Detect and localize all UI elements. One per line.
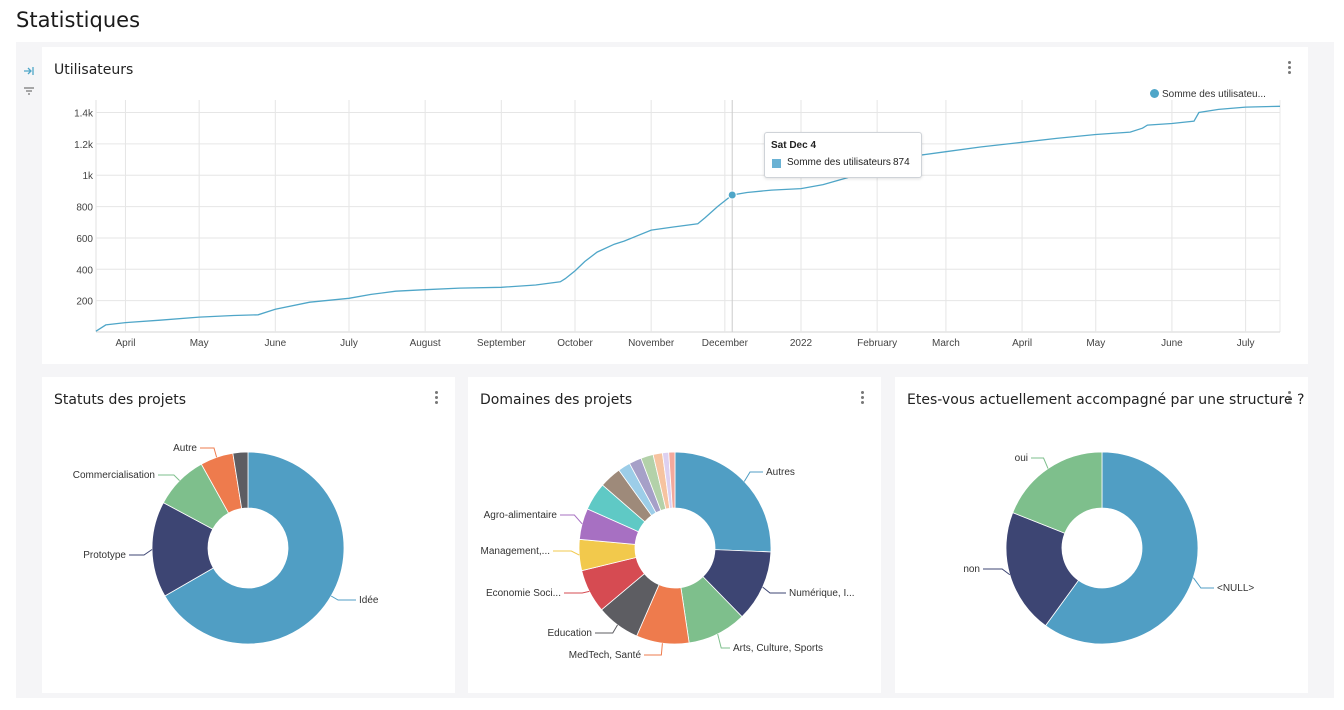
donut-slice-label: Numérique, I... <box>789 588 855 599</box>
project-domains-donut: Autres Numérique, I... Arts, Culture, Spor… <box>481 451 855 661</box>
users-card-title: Utilisateurs <box>54 62 134 78</box>
donut-slice-label: oui <box>1015 453 1028 464</box>
donut-leader-line <box>717 633 730 649</box>
tooltip-value: 874 <box>893 157 910 168</box>
donut-slice-label: Arts, Culture, Sports <box>733 643 823 654</box>
donut-slice-label: Autres <box>766 467 795 478</box>
donut-leader-line <box>762 586 786 594</box>
collapse-arrow-icon[interactable] <box>22 64 36 78</box>
donut-slice-label: Commercialisation <box>73 470 155 481</box>
donut-leader-line <box>330 595 356 601</box>
donut-slice[interactable] <box>1012 451 1103 534</box>
donut-slice-label: Economie Soci... <box>486 588 561 599</box>
donut-slice-label: <NULL> <box>1217 583 1254 594</box>
donut-slice[interactable] <box>668 451 676 509</box>
donut-slice[interactable] <box>674 451 772 553</box>
project-status-donut: Idée Prototype Commercialisation Autre <box>73 443 379 645</box>
donut-slice[interactable] <box>164 451 345 645</box>
tooltip-series-label: Somme des utilisateurs <box>787 157 891 168</box>
support-structure-menu-icon[interactable] <box>1284 391 1294 407</box>
donut-slice-label: Management,... <box>481 546 550 557</box>
donut-slice-label: Autre <box>173 443 197 454</box>
donut-leader-line <box>1031 457 1049 469</box>
donut-slice-label: non <box>963 564 980 575</box>
page-title: Statistiques <box>16 8 141 32</box>
users-card-menu-icon[interactable] <box>1284 61 1294 77</box>
line-chart-legend[interactable]: Somme des utilisateu... <box>1150 89 1266 100</box>
donut-leader-line <box>129 549 153 556</box>
support-structure-donut: <NULL> non oui <box>963 451 1254 645</box>
donut-slice[interactable] <box>232 451 249 509</box>
donut-leader-line <box>595 624 618 634</box>
donut-leader-line <box>560 514 583 525</box>
donut-slice[interactable] <box>1005 512 1080 627</box>
dashboard-side-tools <box>22 64 36 104</box>
donut-slice-label: Idée <box>359 595 379 606</box>
tooltip-date: Sat Dec 4 <box>771 140 817 151</box>
tooltip-swatch <box>772 159 781 168</box>
donut-leader-line <box>158 474 180 482</box>
project-status-menu-icon[interactable] <box>431 391 441 407</box>
donut-slice[interactable] <box>1045 451 1199 645</box>
donut-slice-label: Prototype <box>83 550 126 561</box>
donut-leader-line <box>553 550 580 556</box>
filter-icon[interactable] <box>22 84 36 98</box>
donut-slice-label: Agro-alimentaire <box>484 510 558 521</box>
legend-dot-icon <box>1150 89 1159 98</box>
donut-leader-line <box>743 471 763 482</box>
project-domains-title: Domaines des projets <box>480 392 633 408</box>
donut-leader-line <box>644 643 663 656</box>
legend-label: Somme des utilisateu... <box>1162 89 1266 100</box>
project-domains-menu-icon[interactable] <box>857 391 867 407</box>
project-status-title: Statuts des projets <box>54 392 186 408</box>
line-chart-tooltip: Sat Dec 4 Somme des utilisateurs 874 <box>764 132 922 178</box>
donut-slice-label: MedTech, Santé <box>569 650 642 661</box>
donut-slice-label: Education <box>548 628 592 639</box>
donut-leader-line <box>1192 577 1214 589</box>
support-structure-title: Etes-vous actuellement accompagné par un… <box>907 392 1305 408</box>
donut-leader-line <box>200 447 218 458</box>
donut-leader-line <box>983 568 1011 576</box>
donut-leader-line <box>564 590 590 594</box>
